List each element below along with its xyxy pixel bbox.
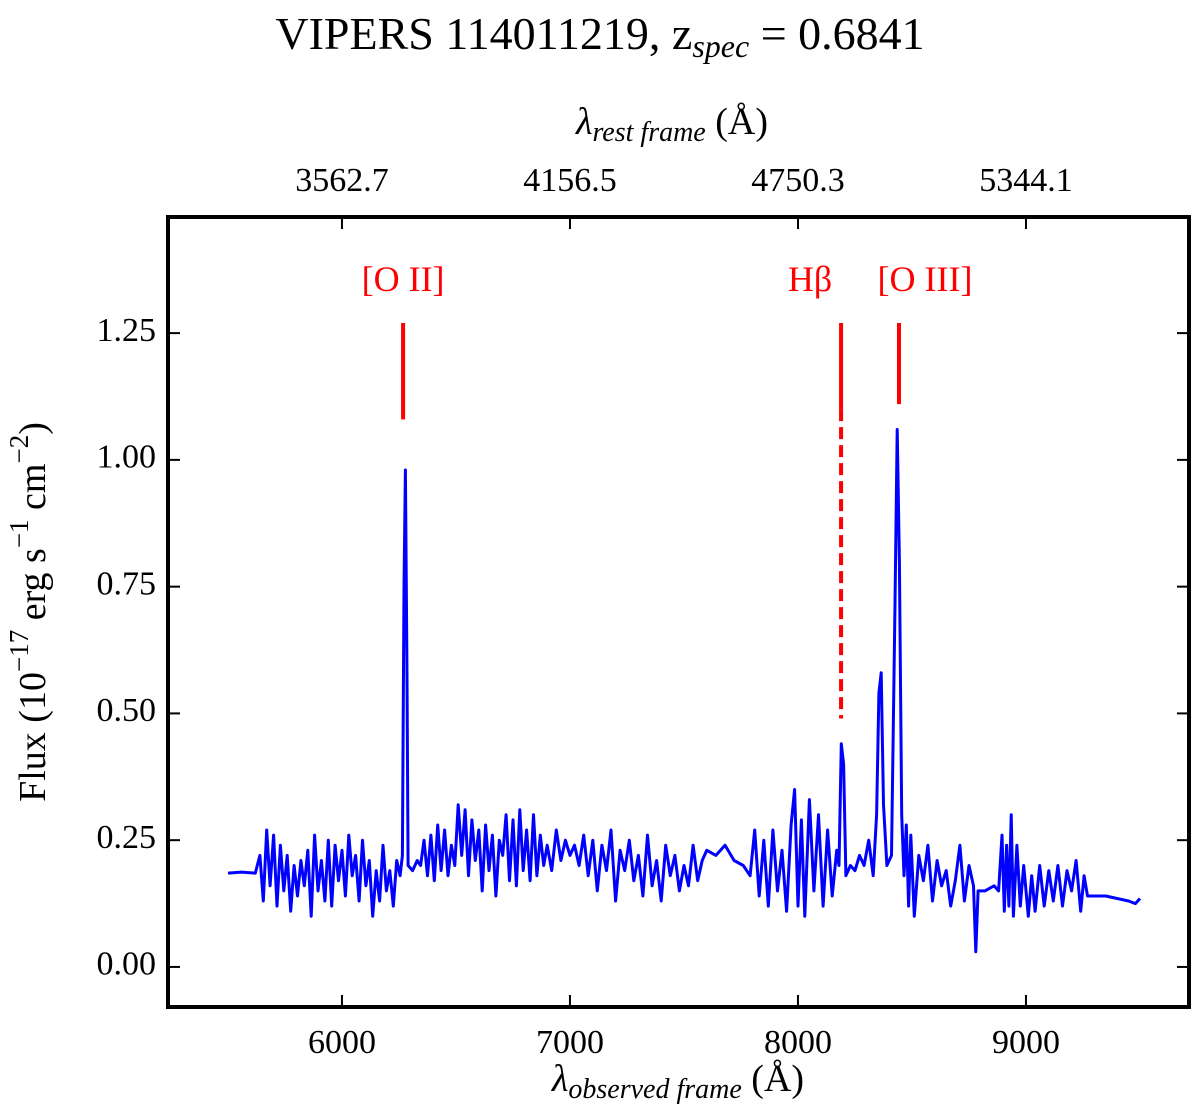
emission-line-label: [O II] [362, 259, 445, 299]
plot-frame [166, 215, 1191, 1009]
x-axis-label: λobserved frame (Å) [551, 1058, 804, 1106]
x-label-symbol: λ [551, 1058, 568, 1100]
x2-tick-label: 3562.7 [295, 162, 389, 199]
x2-tick-label: 4156.5 [523, 162, 617, 199]
title-text: VIPERS 114011219, z [275, 8, 692, 59]
title-text: = 0.6841 [749, 8, 924, 59]
x2-axis-label: λrest frame (Å) [575, 101, 768, 149]
emission-line-label: [O III] [878, 259, 973, 299]
x2-tick-label: 4750.3 [751, 162, 845, 199]
y-tick-label: 0.25 [97, 819, 157, 856]
x2-label-subscript: rest frame [592, 117, 705, 148]
y-label-text: Flux (10 [12, 672, 54, 802]
y-tick-label: 0.00 [97, 946, 157, 983]
spectrum-line [227, 428, 1142, 954]
y-axis-label: Flux (10−17 erg s−1 cm−2) [4, 422, 54, 802]
y-label-superscript: −17 [4, 630, 34, 672]
y-label-text: erg s [12, 548, 54, 630]
x2-tick-label: 5344.1 [979, 162, 1073, 199]
x-tick-label: 9000 [992, 1024, 1060, 1061]
x-label-subscript: observed frame [568, 1074, 741, 1105]
y-label-text: cm [12, 464, 54, 520]
y-tick-label: 1.25 [97, 312, 157, 349]
x-label-unit: (Å) [742, 1058, 804, 1100]
y-label-superscript: −2 [4, 435, 34, 464]
x-tick-label: 6000 [308, 1024, 376, 1061]
x2-label-unit: (Å) [706, 101, 768, 143]
x-tick-label: 7000 [536, 1024, 604, 1061]
chart-title: VIPERS 114011219, zspec = 0.6841 [275, 8, 924, 65]
y-label-superscript: −1 [4, 519, 34, 548]
title-subscript: spec [692, 28, 749, 64]
x2-label-symbol: λ [575, 101, 592, 143]
y-tick-label: 0.75 [97, 565, 157, 602]
y-tick-label: 0.50 [97, 692, 157, 729]
x-tick-label: 8000 [764, 1024, 832, 1061]
y-tick-label: 1.00 [97, 439, 157, 476]
y-label-text: ) [12, 422, 54, 435]
emission-line-label: Hβ [788, 259, 832, 299]
